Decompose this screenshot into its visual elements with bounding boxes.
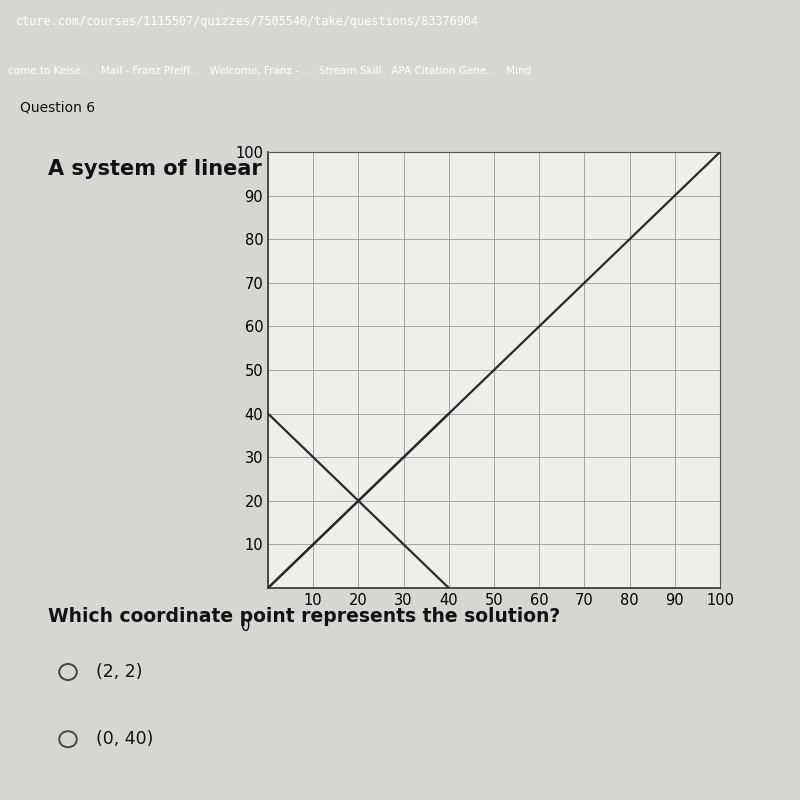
Text: come to Keise...   Mail - Franz Pfeiff...   Welcome, Franz -...   Stream Skill  : come to Keise... Mail - Franz Pfeiff... … bbox=[8, 66, 531, 76]
Text: (0, 40): (0, 40) bbox=[96, 730, 154, 748]
Text: (2, 2): (2, 2) bbox=[96, 663, 142, 681]
Text: Which coordinate point represents the solution?: Which coordinate point represents the so… bbox=[48, 606, 560, 626]
Text: cture.com/courses/1115507/quizzes/7505540/take/questions/83376904: cture.com/courses/1115507/quizzes/750554… bbox=[16, 14, 479, 27]
Text: Question 6: Question 6 bbox=[20, 100, 95, 114]
Text: 0: 0 bbox=[241, 618, 250, 634]
Text: A system of linear equations is graphed below.: A system of linear equations is graphed … bbox=[48, 159, 602, 179]
